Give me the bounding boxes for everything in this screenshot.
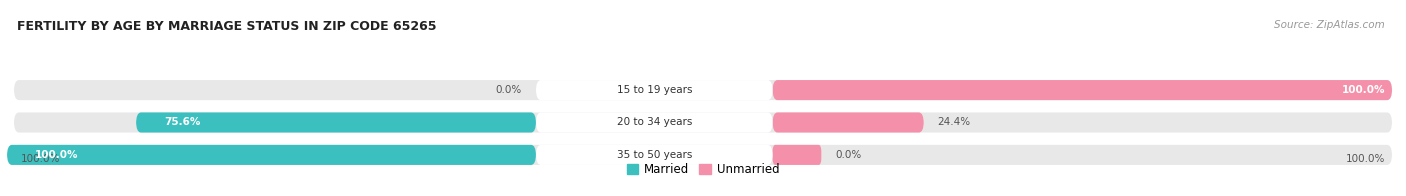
Text: 0.0%: 0.0% xyxy=(496,85,522,95)
Legend: Married, Unmarried: Married, Unmarried xyxy=(621,158,785,181)
FancyBboxPatch shape xyxy=(7,145,536,165)
Text: 100.0%: 100.0% xyxy=(1346,154,1385,164)
Text: 100.0%: 100.0% xyxy=(35,150,79,160)
Text: Source: ZipAtlas.com: Source: ZipAtlas.com xyxy=(1274,20,1385,30)
FancyBboxPatch shape xyxy=(773,113,924,132)
Text: 35 to 50 years: 35 to 50 years xyxy=(617,150,692,160)
Text: 0.0%: 0.0% xyxy=(835,150,862,160)
Text: 15 to 19 years: 15 to 19 years xyxy=(617,85,692,95)
FancyBboxPatch shape xyxy=(14,113,1392,132)
FancyBboxPatch shape xyxy=(14,145,1392,165)
FancyBboxPatch shape xyxy=(773,80,1392,100)
FancyBboxPatch shape xyxy=(14,80,1392,100)
Text: 100.0%: 100.0% xyxy=(1341,85,1385,95)
FancyBboxPatch shape xyxy=(136,113,536,132)
Text: 20 to 34 years: 20 to 34 years xyxy=(617,117,692,127)
FancyBboxPatch shape xyxy=(536,80,773,100)
FancyBboxPatch shape xyxy=(773,145,821,165)
FancyBboxPatch shape xyxy=(536,113,773,132)
Text: FERTILITY BY AGE BY MARRIAGE STATUS IN ZIP CODE 65265: FERTILITY BY AGE BY MARRIAGE STATUS IN Z… xyxy=(17,20,436,33)
Text: 75.6%: 75.6% xyxy=(165,117,200,127)
FancyBboxPatch shape xyxy=(536,145,773,165)
Text: 100.0%: 100.0% xyxy=(21,154,60,164)
Text: 24.4%: 24.4% xyxy=(938,117,970,127)
